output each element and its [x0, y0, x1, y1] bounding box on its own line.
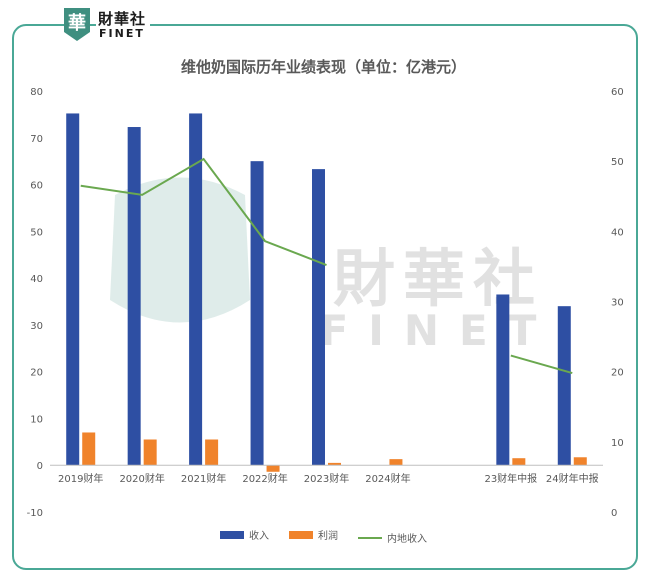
bar-profit [328, 462, 341, 466]
y-right-tick-label: 30 [611, 298, 624, 309]
y-left-tick-label: 70 [30, 134, 43, 145]
bar-revenue [557, 306, 571, 466]
bar-revenue [127, 127, 141, 466]
x-tick-label: 2019财年 [58, 472, 103, 485]
y-right-tick-label: 20 [611, 368, 624, 379]
logo-name-en: FINET [97, 27, 149, 40]
finet-logo-icon: 華 [64, 8, 90, 41]
y-left-tick-label: 40 [30, 274, 43, 285]
bar-profit [573, 457, 587, 466]
bar-profit [266, 465, 280, 472]
y-right-tick-label: 40 [611, 227, 624, 238]
watermark-name-cn: 財華社 [333, 242, 543, 315]
y-left-tick-label: 10 [30, 414, 43, 425]
legend-item: 收入 [220, 527, 269, 542]
y-left-tick-label: 50 [30, 227, 43, 238]
bar-revenue [496, 294, 510, 466]
logo-name-cn: 財華社 [96, 8, 151, 29]
logo-badge-glyph: 華 [68, 12, 86, 34]
legend-swatch [358, 536, 382, 539]
y-left-tick-label: 20 [30, 368, 43, 379]
bar-revenue [312, 169, 325, 466]
x-tick-label: 2020财年 [119, 472, 164, 485]
bar-profit [389, 459, 403, 466]
bar-profit [205, 439, 219, 466]
y-right-tick-label: 60 [611, 87, 624, 98]
line-mainland-revenue [80, 157, 327, 266]
bar-revenue [66, 113, 80, 466]
legend-swatch [220, 530, 244, 539]
y-left-tick-label: 0 [37, 461, 43, 472]
y-right-tick-label: 10 [611, 438, 624, 449]
legend-label: 内地收入 [387, 534, 427, 545]
x-tick-label: 2023财年 [304, 472, 349, 485]
x-tick-label: 2021财年 [181, 472, 226, 485]
y-right-tick-label: 50 [611, 157, 624, 168]
legend-item: 内地收入 [358, 530, 427, 545]
x-tick-label: 2024财年 [365, 472, 410, 485]
y-left-tick-label: 30 [30, 321, 43, 332]
chart-title: 维他奶国际历年业绩表现（单位：亿港元） [180, 58, 466, 76]
y-left-tick-label: 60 [30, 181, 43, 192]
bar-revenue [189, 113, 203, 466]
x-tick-label: 24财年中报 [546, 472, 599, 485]
legend-label: 利润 [318, 531, 338, 542]
legend: 收入 利润 内地收入 [0, 527, 647, 545]
watermark-name-en: FINET [320, 306, 557, 355]
bar-profit [143, 439, 157, 466]
y-left-tick-label: 80 [30, 87, 43, 98]
bar-profit [82, 432, 96, 466]
bar-revenue [250, 161, 264, 466]
x-tick-label: 2022财年 [242, 472, 287, 485]
y-right-tick-label: 0 [611, 508, 617, 519]
legend-label: 收入 [249, 531, 269, 542]
legend-item: 利润 [289, 527, 338, 542]
bar-profit [512, 458, 526, 466]
x-tick-label: 23财年中报 [484, 472, 537, 485]
legend-swatch [289, 530, 313, 539]
line-mainland-revenue [510, 354, 573, 375]
y-left-tick-label: -10 [27, 508, 43, 519]
